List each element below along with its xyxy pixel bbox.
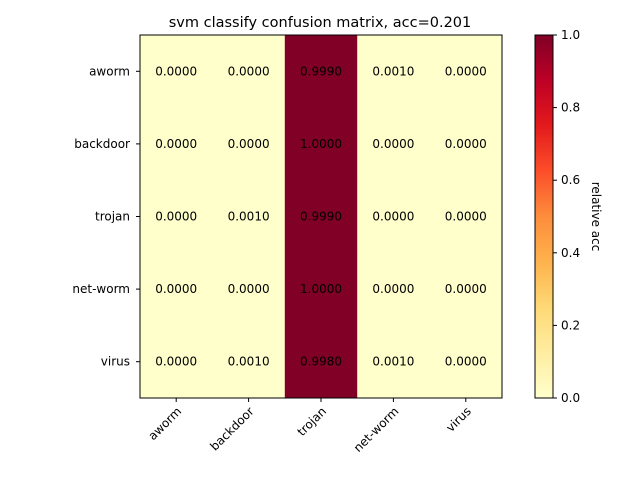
heatmap-cell <box>357 252 431 326</box>
heatmap-cell <box>357 180 431 254</box>
cell-value-label: 0.0000 <box>155 355 197 369</box>
cell-value-label: 0.0000 <box>372 210 414 224</box>
cell-value-label: 0.9980 <box>300 355 342 369</box>
heatmap-cell <box>357 35 431 109</box>
cell-value-label: 1.0000 <box>300 137 342 151</box>
colorbar-tick-label: 0.2 <box>561 318 580 332</box>
heatmap-cell <box>212 325 286 399</box>
heatmap-cell <box>212 252 286 326</box>
y-tick-label: aworm <box>89 64 130 78</box>
heatmap-cell <box>212 107 286 181</box>
y-tick-label: backdoor <box>74 137 130 151</box>
cell-value-label: 0.0000 <box>445 210 487 224</box>
colorbar-tick-label: 0.0 <box>561 391 580 405</box>
cell-value-label: 0.0000 <box>155 64 197 78</box>
heatmap-cell <box>140 107 213 181</box>
heatmap-cell <box>212 35 286 109</box>
colorbar-tick-label: 0.4 <box>561 246 580 260</box>
cell-value-label: 0.0010 <box>372 355 414 369</box>
heatmap-cell <box>429 35 503 109</box>
cell-value-label: 0.0000 <box>155 137 197 151</box>
heatmap-cell <box>140 252 213 326</box>
heatmap-cell <box>284 107 358 181</box>
cell-value-label: 0.9990 <box>300 64 342 78</box>
colorbar-tick-label: 1.0 <box>561 28 580 42</box>
heatmap-cell <box>429 252 503 326</box>
x-tick-label: trojan <box>294 404 329 439</box>
x-tick-label: net-worm <box>351 404 402 455</box>
heatmap-cell <box>429 107 503 181</box>
heatmap-cell <box>140 325 213 399</box>
x-tick-label: virus <box>443 404 474 435</box>
x-tick-label: aworm <box>145 404 184 443</box>
y-tick-label: trojan <box>95 210 130 224</box>
heatmap-cell <box>284 325 358 399</box>
cell-value-label: 0.0000 <box>155 282 197 296</box>
cell-value-label: 0.0010 <box>228 355 270 369</box>
y-tick-label: virus <box>101 355 130 369</box>
colorbar-ticks: 0.0 0.2 0.4 0.6 0.8 1.0 <box>553 28 580 405</box>
colorbar <box>534 34 554 399</box>
cell-value-label: 0.0000 <box>228 282 270 296</box>
heatmap-cell <box>284 35 358 109</box>
cell-value-label: 0.0000 <box>228 64 270 78</box>
cell-value-label: 0.9990 <box>300 210 342 224</box>
cell-value-label: 0.0010 <box>228 210 270 224</box>
cell-value-label: 0.0000 <box>372 282 414 296</box>
cell-value-label: 0.0000 <box>445 282 487 296</box>
heatmap-cells <box>140 35 503 399</box>
x-axis-ticks: aworm backdoor trojan net-worm virus <box>145 398 474 455</box>
cell-value-label: 0.0000 <box>228 137 270 151</box>
heatmap-cell-labels: 0.0000 0.0000 0.9990 0.0010 0.0000 0.0000 0.00… <box>155 64 487 368</box>
colorbar-tick-label: 0.6 <box>561 173 580 187</box>
cell-value-label: 0.0010 <box>372 64 414 78</box>
heatmap-cell <box>357 107 431 181</box>
cell-value-label: 0.0000 <box>445 137 487 151</box>
x-tick-label: backdoor <box>207 404 256 453</box>
heatmap-cell <box>429 325 503 399</box>
plot-frame <box>139 34 503 399</box>
y-tick-label: net-worm <box>72 282 130 296</box>
cell-value-label: 0.0000 <box>445 355 487 369</box>
y-axis-ticks: aworm backdoor trojan net-worm virus <box>72 64 140 369</box>
heatmap-cell <box>284 180 358 254</box>
heatmap-cell <box>429 180 503 254</box>
heatmap-cell <box>212 180 286 254</box>
chart-title: svm classify confusion matrix, acc=0.201 <box>169 15 472 31</box>
cell-value-label: 0.0000 <box>372 137 414 151</box>
heatmap-cell <box>140 180 213 254</box>
heatmap-cell <box>140 35 213 109</box>
heatmap-cell <box>284 252 358 326</box>
colorbar-tick-label: 0.8 <box>561 101 580 115</box>
cell-value-label: 0.0000 <box>155 210 197 224</box>
colorbar-label: relative acc <box>589 182 603 252</box>
cell-value-label: 1.0000 <box>300 282 342 296</box>
cell-value-label: 0.0000 <box>445 64 487 78</box>
heatmap-cell <box>357 325 431 399</box>
